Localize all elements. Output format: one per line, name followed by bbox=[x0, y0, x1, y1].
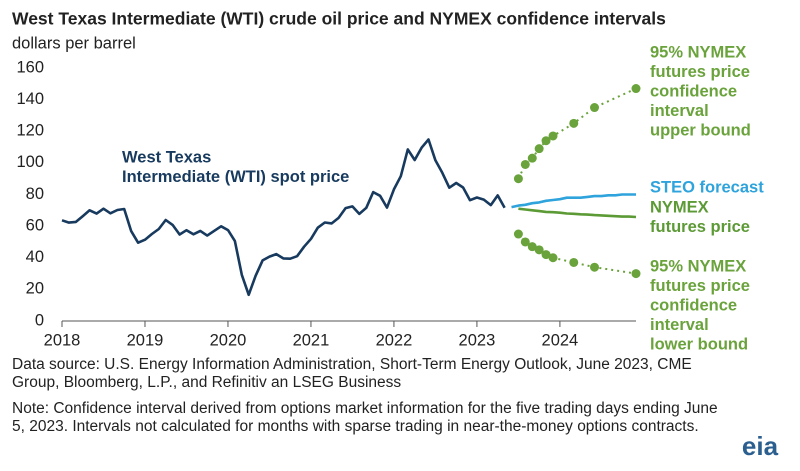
x-tick-label: 2023 bbox=[459, 331, 496, 349]
y-tick-label: 160 bbox=[16, 58, 44, 76]
series-line bbox=[511, 193, 636, 209]
bound-point bbox=[513, 174, 523, 184]
bound-point bbox=[541, 136, 551, 146]
bound-point bbox=[513, 229, 523, 239]
y-axis-label: dollars per barrel bbox=[12, 34, 136, 52]
series-label: West Texas bbox=[122, 148, 211, 166]
x-tick-label: 2020 bbox=[210, 331, 247, 349]
series-label: futures price bbox=[650, 63, 750, 81]
bound-point bbox=[590, 262, 600, 272]
x-tick-label: 2022 bbox=[376, 331, 413, 349]
y-tick-label: 120 bbox=[16, 122, 44, 140]
bound-point bbox=[520, 159, 530, 169]
y-tick-label: 140 bbox=[16, 90, 44, 108]
bound-point bbox=[527, 242, 537, 252]
bound-point bbox=[548, 131, 558, 141]
bound-point bbox=[548, 253, 558, 263]
series-label: futures price bbox=[650, 277, 750, 295]
logo: eia bbox=[742, 431, 779, 461]
y-tick-label: 100 bbox=[16, 153, 44, 171]
y-tick-label: 0 bbox=[35, 311, 44, 329]
y-tick-label: 60 bbox=[26, 216, 44, 234]
series-line bbox=[517, 87, 637, 180]
y-tick-label: 80 bbox=[26, 185, 44, 203]
x-tick-label: 2024 bbox=[542, 331, 579, 349]
bound-point bbox=[569, 118, 579, 128]
series-label: interval bbox=[650, 316, 709, 334]
chart-title: West Texas Intermediate (WTI) crude oil … bbox=[12, 9, 666, 29]
series-label: interval bbox=[650, 102, 709, 120]
series-label: futures price bbox=[650, 218, 750, 236]
x-tick-label: 2018 bbox=[44, 331, 81, 349]
bound-point bbox=[534, 144, 544, 154]
series-line bbox=[61, 138, 506, 297]
series-label: STEO forecast bbox=[650, 178, 764, 196]
y-tick-label: 20 bbox=[26, 280, 44, 298]
bound-point bbox=[520, 237, 530, 247]
series-label: confidence bbox=[650, 296, 737, 314]
series-label: upper bound bbox=[650, 121, 751, 139]
series-line bbox=[517, 233, 637, 275]
series-label: Intermediate (WTI) spot price bbox=[122, 168, 349, 186]
note: Note: Confidence interval derived from o… bbox=[12, 400, 718, 435]
series-label: 95% NYMEX bbox=[650, 43, 746, 61]
x-tick-label: 2019 bbox=[127, 331, 164, 349]
series-label: 95% NYMEX bbox=[650, 257, 746, 275]
bound-point bbox=[590, 103, 600, 113]
series-label: confidence bbox=[650, 82, 737, 100]
bound-point bbox=[631, 84, 641, 94]
bound-point bbox=[541, 250, 551, 260]
source-note: Data source: U.S. Energy Information Adm… bbox=[12, 356, 692, 391]
bound-point bbox=[569, 257, 579, 267]
series-line bbox=[518, 207, 637, 219]
bound-point bbox=[534, 245, 544, 255]
series-label: NYMEX bbox=[650, 198, 709, 216]
bound-point bbox=[631, 269, 641, 279]
series-label: lower bound bbox=[650, 335, 748, 353]
bound-point bbox=[527, 153, 537, 163]
y-tick-label: 40 bbox=[26, 248, 44, 266]
x-tick-label: 2021 bbox=[293, 331, 330, 349]
